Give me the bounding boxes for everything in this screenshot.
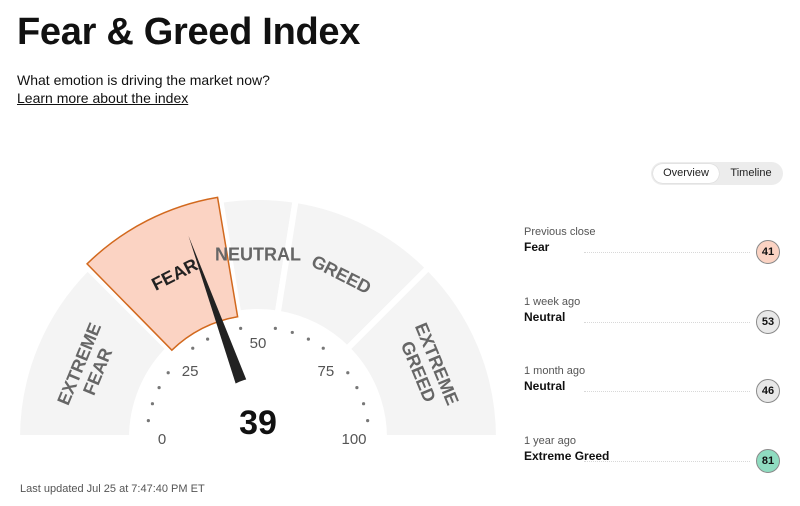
gauge-scale-label: 25 <box>182 363 199 380</box>
history-1-week-ago: 1 week ago Neutral 53 <box>524 296 780 336</box>
dotted-leader <box>584 391 750 392</box>
history-score-badge: 41 <box>756 240 780 264</box>
history-label: Previous close <box>524 226 596 238</box>
gauge-needle <box>188 235 250 393</box>
history-score-badge: 53 <box>756 310 780 334</box>
gauge-center <box>210 378 306 470</box>
gauge-value: 39 <box>239 404 277 442</box>
last-updated: Last updated Jul 25 at 7:47:40 PM ET <box>20 483 205 495</box>
gauge-scale-label: 75 <box>318 363 335 380</box>
gauge-tick-dot <box>321 346 325 350</box>
gauge-zone-fear <box>86 196 239 352</box>
gauge-scale-label: 0 <box>158 431 166 448</box>
history-previous-close: Previous close Fear 41 <box>524 226 780 266</box>
history-label: 1 year ago <box>524 435 576 447</box>
page-title: Fear & Greed Index <box>17 11 361 53</box>
gauge-zone-label-line: NEUTRAL <box>215 245 301 265</box>
gauge-tick-dot <box>346 371 350 375</box>
gauge-tick-dot <box>355 386 359 390</box>
history-1-year-ago: 1 year ago Extreme Greed 81 <box>524 435 780 475</box>
history-value: Extreme Greed <box>524 449 610 463</box>
gauge-scale-label: 100 <box>341 431 366 448</box>
history-score-badge: 81 <box>756 449 780 473</box>
gauge-zone-label: NEUTRAL <box>215 245 301 265</box>
learn-more-link[interactable]: Learn more about the index <box>17 90 189 106</box>
history-value: Fear <box>524 240 550 254</box>
page-subtitle: What emotion is driving the market now? <box>17 72 270 88</box>
gauge-tick-dot <box>306 337 310 341</box>
dotted-leader <box>584 461 750 462</box>
history-label: 1 month ago <box>524 365 586 377</box>
gauge-tick-dot <box>146 419 150 423</box>
gauge-tick-dot <box>239 326 243 330</box>
gauge-tick-dot <box>206 337 210 341</box>
gauge-tick-dot <box>191 346 195 350</box>
gauge-tick-dot <box>361 402 366 406</box>
gauge-scale-label: 50 <box>250 335 267 352</box>
gauge-tick-dot <box>273 326 277 330</box>
dotted-leader <box>584 322 750 323</box>
history-label: 1 week ago <box>524 296 581 308</box>
gauge-inner-face <box>136 316 380 438</box>
gauge-tick-dot <box>150 402 155 406</box>
history-score-badge: 46 <box>756 379 780 403</box>
tab-timeline[interactable]: Timeline <box>730 167 772 179</box>
gauge-tick-dot <box>366 419 370 423</box>
gauge-tick-dot <box>166 371 170 375</box>
history-1-month-ago: 1 month ago Neutral 46 <box>524 365 780 405</box>
dotted-leader <box>584 252 750 253</box>
gauge-zone-extreme-greed <box>342 263 503 441</box>
tab-overview[interactable]: Overview <box>653 164 719 183</box>
view-toggle: Overview Timeline <box>651 162 783 185</box>
history-value: Neutral <box>524 379 566 393</box>
gauge-tick-dot <box>290 330 294 335</box>
gauge-zone-extreme-fear <box>13 263 174 441</box>
gauge-tick-dot <box>157 386 161 390</box>
history-value: Neutral <box>524 310 566 324</box>
